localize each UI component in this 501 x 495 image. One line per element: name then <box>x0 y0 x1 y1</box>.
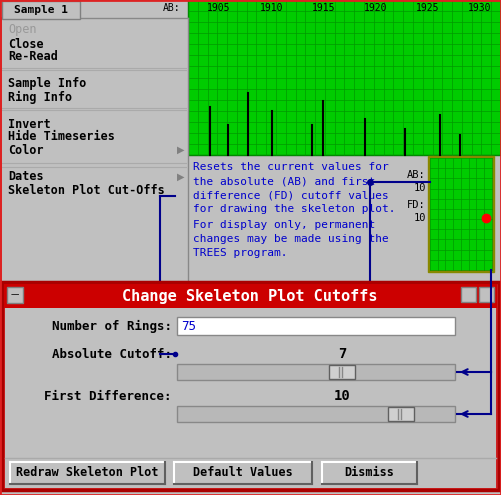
Text: 1915: 1915 <box>312 3 335 13</box>
Bar <box>5 458 496 488</box>
Text: 1925: 1925 <box>416 3 439 13</box>
Text: Redraw Skeleton Plot: Redraw Skeleton Plot <box>16 466 158 480</box>
Text: For display only, permanent
changes may be made using the
TREES program.: For display only, permanent changes may … <box>193 220 389 258</box>
Text: FD:: FD: <box>407 200 426 210</box>
Bar <box>461 287 476 302</box>
Bar <box>4 284 497 308</box>
Bar <box>329 365 355 379</box>
Text: ▶: ▶ <box>177 172 185 182</box>
Bar <box>388 407 414 421</box>
Bar <box>177 406 455 422</box>
Text: Hide Timeseries: Hide Timeseries <box>8 131 115 144</box>
Text: —: — <box>11 291 19 299</box>
Text: 75: 75 <box>181 319 196 333</box>
Text: Color: Color <box>8 144 44 156</box>
Bar <box>430 158 492 270</box>
Text: Invert: Invert <box>8 117 51 131</box>
Text: Number of Rings:: Number of Rings: <box>52 319 172 333</box>
Bar <box>174 462 312 484</box>
Bar <box>0 155 188 282</box>
Text: 10: 10 <box>413 213 426 223</box>
Text: Dates: Dates <box>8 170 44 184</box>
Bar <box>479 287 494 302</box>
Bar <box>2 282 499 490</box>
Bar <box>428 156 494 272</box>
Text: Sample 1: Sample 1 <box>14 5 68 15</box>
Text: Dismiss: Dismiss <box>344 466 394 480</box>
Bar <box>322 462 417 484</box>
Text: Open: Open <box>8 23 37 37</box>
Text: AB:: AB: <box>163 3 181 13</box>
Text: Default Values: Default Values <box>193 466 293 480</box>
Text: 7: 7 <box>338 347 346 361</box>
Bar <box>2 1 80 19</box>
Text: Re-Read: Re-Read <box>8 50 58 63</box>
Text: 1930: 1930 <box>468 3 491 13</box>
Text: 1910: 1910 <box>260 3 283 13</box>
Bar <box>0 18 188 282</box>
Bar <box>177 364 455 380</box>
Text: ▶: ▶ <box>177 145 185 155</box>
Text: Resets the current values for
the absolute (AB) and first
difference (FD) cutoff: Resets the current values for the absolu… <box>193 162 395 214</box>
Text: First Difference:: First Difference: <box>45 390 172 402</box>
Text: AB:: AB: <box>407 170 426 180</box>
Text: Ring Info: Ring Info <box>8 91 72 103</box>
Text: 1920: 1920 <box>364 3 387 13</box>
Bar <box>7 287 23 303</box>
Text: 10: 10 <box>334 389 350 403</box>
Text: Sample Info: Sample Info <box>8 78 86 91</box>
Bar <box>10 462 165 484</box>
Text: Skeleton Plot Cut-Offs: Skeleton Plot Cut-Offs <box>8 185 165 198</box>
Text: 10: 10 <box>413 183 426 193</box>
Text: 1905: 1905 <box>207 3 231 13</box>
Bar <box>5 308 496 462</box>
Bar <box>177 317 455 335</box>
Text: Absolute Cutoff:: Absolute Cutoff: <box>52 347 172 360</box>
Text: Change Skeleton Plot Cutoffs: Change Skeleton Plot Cutoffs <box>122 289 378 303</box>
Bar <box>188 0 501 155</box>
Text: Close: Close <box>8 38 44 50</box>
